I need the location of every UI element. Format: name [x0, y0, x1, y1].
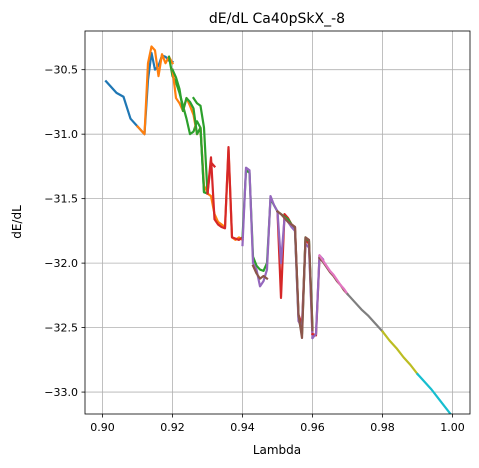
series-line-11 [241, 166, 279, 288]
series-line-23 [415, 372, 452, 414]
y-axis: −30.5 −31.0 −31.5 −32.0 −32.5 −33.0 [44, 64, 85, 399]
y-tick-label: −30.5 [44, 64, 78, 77]
x-axis: 0.90 0.92 0.94 0.96 0.98 1.00 [90, 414, 465, 434]
x-tick-label: 0.98 [370, 421, 395, 434]
y-tick-label: −31.5 [44, 193, 78, 206]
y-tick-label: −32.0 [44, 257, 78, 270]
chart-title: dE/dL Ca40pSkX_-8 [209, 11, 345, 27]
x-tick-label: 1.00 [440, 421, 465, 434]
y-tick-label: −31.0 [44, 128, 78, 141]
y-axis-label: dE/dL [10, 205, 24, 239]
plot-frame [84, 30, 471, 415]
series-line-8 [206, 145, 245, 242]
series-layer [104, 45, 452, 414]
y-tick-label: −32.5 [44, 322, 78, 335]
series-line-9 [206, 161, 217, 195]
y-tick-label: −33.0 [44, 386, 78, 399]
series-line-12 [251, 264, 269, 281]
series-line-16 [275, 210, 314, 340]
series-line-2 [135, 45, 174, 136]
x-tick-label: 0.90 [90, 421, 115, 434]
series-line-6 [191, 96, 209, 195]
x-axis-label: Lambda [253, 443, 301, 457]
x-tick-label: 0.94 [230, 421, 255, 434]
x-tick-label: 0.96 [300, 421, 325, 434]
series-line-22 [380, 329, 420, 376]
series-line-21 [345, 292, 385, 334]
series-line-5 [171, 68, 209, 195]
series-line-0 [104, 79, 140, 128]
x-tick-label: 0.92 [160, 421, 185, 434]
series-line-20 [317, 253, 350, 296]
